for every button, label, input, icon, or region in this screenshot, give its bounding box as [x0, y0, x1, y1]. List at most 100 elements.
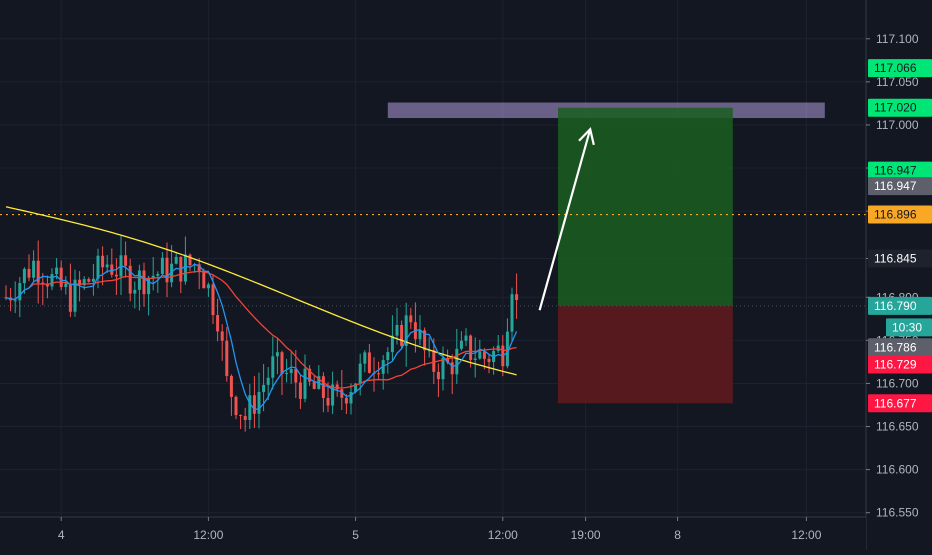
- candle-body: [340, 389, 344, 398]
- candle-body: [220, 331, 224, 341]
- candle-body: [142, 270, 146, 295]
- candle-body: [55, 267, 59, 275]
- candle-body: [432, 350, 436, 372]
- time-tick-label: 19:00: [571, 528, 601, 542]
- candle-body: [36, 260, 40, 283]
- candle-body: [45, 284, 49, 287]
- price-badge: [868, 394, 932, 413]
- candle-body: [78, 279, 82, 286]
- candle-body: [446, 357, 450, 363]
- candle-body: [487, 358, 491, 363]
- candle-body: [289, 369, 293, 373]
- candle-body: [225, 340, 229, 376]
- candle-body: [216, 315, 220, 332]
- candle-body: [87, 279, 91, 282]
- candle-body: [455, 348, 459, 375]
- candle-body: [151, 275, 155, 278]
- candle-body: [358, 363, 362, 384]
- candle-body: [18, 283, 22, 301]
- price-tick-label: 116.700: [876, 376, 919, 390]
- candle-body: [427, 350, 431, 352]
- candle-body: [469, 335, 473, 360]
- candle-body: [505, 331, 509, 367]
- candle-body: [234, 396, 238, 416]
- candle-body: [436, 371, 440, 380]
- candle-body: [450, 362, 454, 375]
- candle-body: [160, 257, 164, 274]
- candle-body: [165, 257, 169, 283]
- candle-body: [96, 255, 100, 279]
- candle-body: [400, 324, 404, 347]
- price-tick-label: 116.600: [876, 463, 919, 477]
- candle-body: [243, 416, 247, 420]
- candle-body: [473, 358, 477, 360]
- candle-body: [404, 315, 408, 347]
- price-badge-label: 116.845: [874, 252, 917, 266]
- candle-body: [59, 267, 63, 288]
- candle-body: [101, 255, 105, 268]
- price-badge: [868, 338, 932, 357]
- candle-body: [22, 268, 26, 284]
- candle-body: [114, 274, 118, 277]
- candle-body: [349, 392, 353, 404]
- price-badge: [868, 59, 932, 78]
- candle-body: [409, 315, 413, 323]
- candle-body: [73, 279, 77, 312]
- price-badge-label: 116.786: [874, 340, 917, 354]
- candle-body: [124, 255, 128, 266]
- candle-body: [510, 294, 514, 332]
- candle-body: [354, 383, 358, 393]
- candle-body: [64, 283, 68, 288]
- price-badge: [868, 355, 932, 374]
- time-axis-panel[interactable]: [0, 517, 866, 550]
- price-badge-label: 116.947: [874, 164, 917, 178]
- candle-body: [128, 265, 132, 294]
- candle-body: [363, 352, 367, 364]
- price-axis-panel[interactable]: [866, 0, 932, 550]
- candle-body: [105, 264, 109, 268]
- price-badge-label: 116.677: [874, 396, 917, 410]
- price-badge: [868, 177, 932, 196]
- candle-body: [515, 294, 519, 301]
- candle-body: [137, 270, 141, 290]
- candle-body: [50, 274, 54, 287]
- candle-body: [257, 392, 261, 414]
- candle-body: [423, 330, 427, 351]
- profit-zone[interactable]: [558, 107, 733, 306]
- candle-body: [367, 352, 371, 373]
- time-tick-label: 12:00: [488, 528, 518, 542]
- candle-body: [262, 384, 266, 393]
- candle-body: [91, 278, 95, 282]
- candle-body: [133, 289, 137, 294]
- price-badge-label: 10:30: [892, 320, 922, 334]
- candle-body: [303, 368, 307, 399]
- candle-body: [464, 335, 468, 341]
- candle-body: [82, 279, 86, 286]
- price-badge-label: 117.020: [874, 101, 917, 115]
- arrow-head[interactable]: [578, 127, 595, 146]
- time-tick-label: 4: [58, 528, 65, 542]
- time-tick-label: 5: [352, 528, 359, 542]
- candle-body: [248, 395, 252, 420]
- loss-zone[interactable]: [558, 305, 733, 404]
- price-tick-label: 117.050: [876, 75, 919, 89]
- candle-body: [183, 254, 187, 282]
- candle-body: [170, 263, 174, 283]
- candle-body: [280, 352, 284, 375]
- candle-body: [294, 369, 298, 383]
- candle-body: [174, 256, 178, 264]
- candle-body: [298, 382, 302, 399]
- candle-body: [441, 357, 445, 380]
- price-badge: [868, 249, 932, 268]
- candle-body: [308, 368, 312, 382]
- candle-body: [331, 384, 335, 406]
- price-badge: [868, 205, 932, 224]
- candle-body: [377, 373, 381, 375]
- candle-body: [335, 384, 339, 390]
- arrow-shaft[interactable]: [538, 128, 592, 311]
- candle-body: [326, 398, 330, 406]
- candle-body: [13, 300, 17, 302]
